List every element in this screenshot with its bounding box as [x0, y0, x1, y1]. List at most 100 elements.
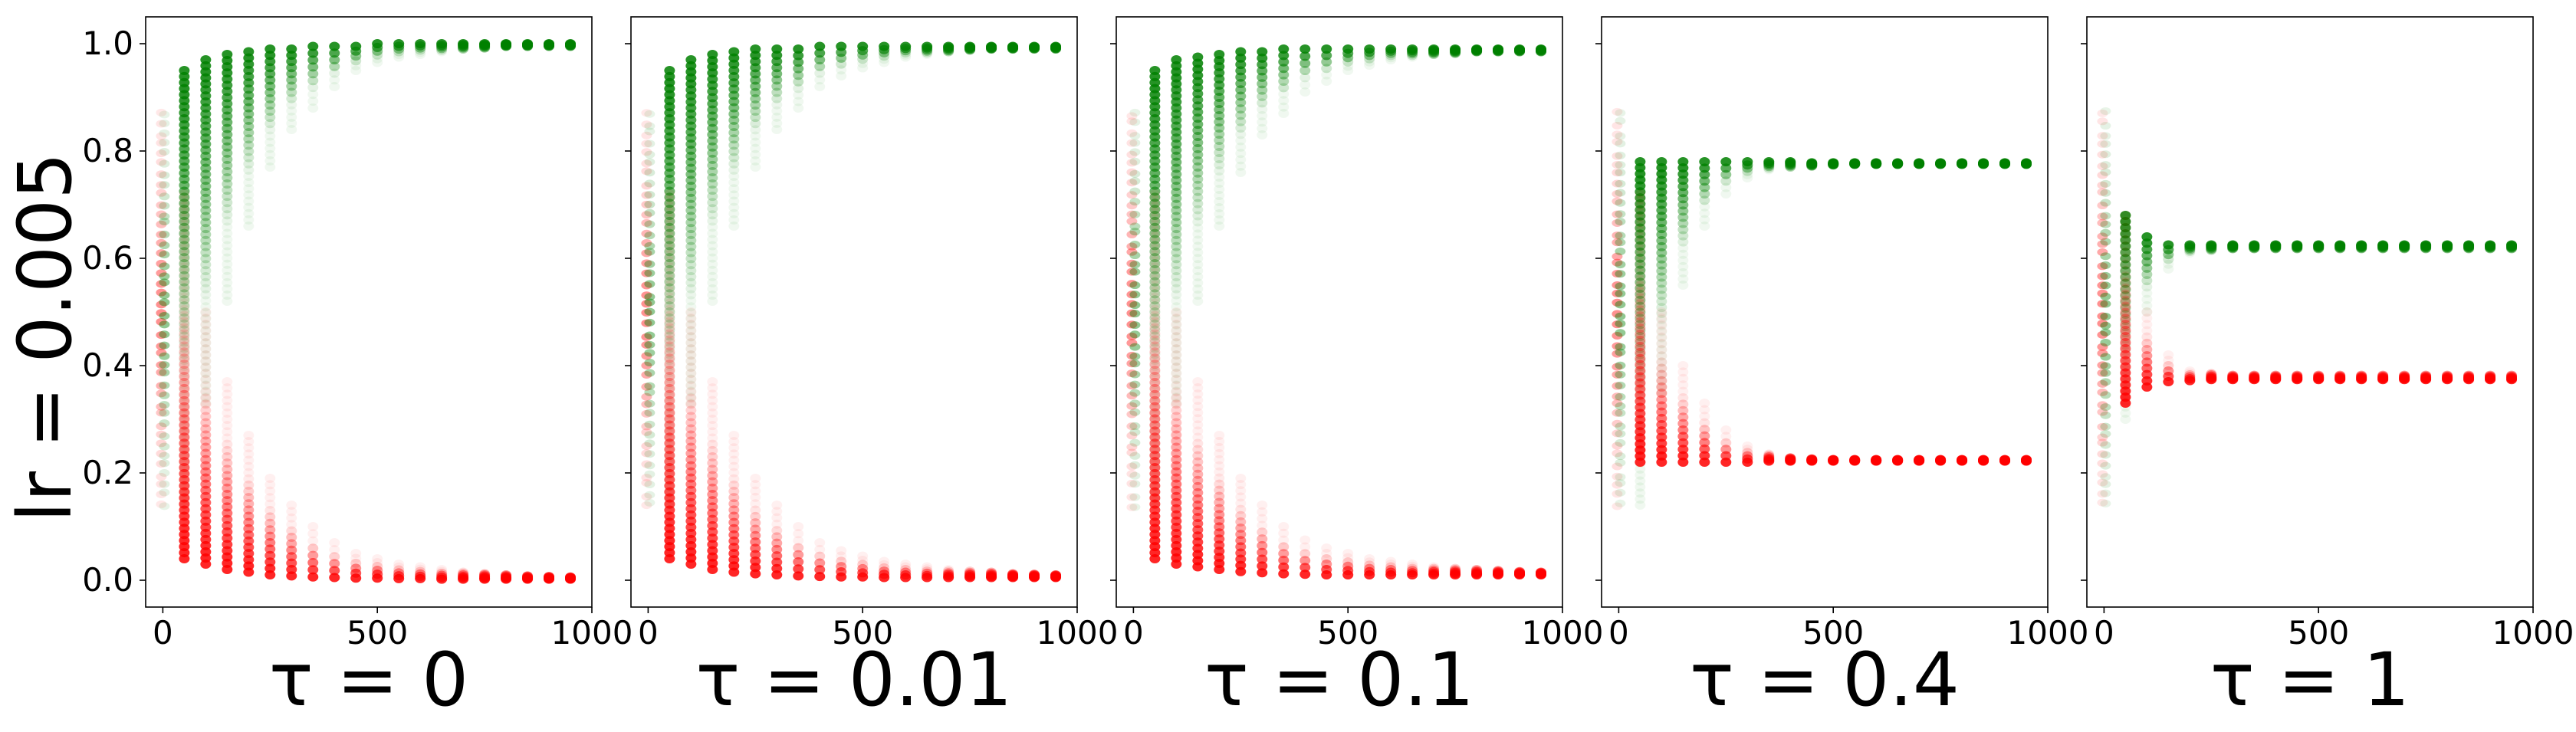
series-1-point	[200, 405, 212, 415]
series-0-point	[2141, 282, 2153, 292]
series-0-point	[1720, 163, 1732, 173]
series-1-point	[964, 567, 976, 577]
start-point	[1615, 473, 1626, 481]
series-0-point	[200, 368, 212, 378]
series-1-point	[200, 430, 212, 440]
series-1-point	[1407, 568, 1418, 578]
start-point	[1615, 231, 1626, 240]
series-0-point	[1677, 281, 1689, 290]
series-1-point	[728, 468, 740, 478]
series-0-point	[200, 344, 212, 354]
series-0-point	[179, 253, 190, 263]
series-0-point	[793, 90, 804, 100]
start-point	[156, 139, 167, 147]
start-point	[156, 480, 167, 488]
series-0-point	[1149, 259, 1161, 268]
series-0-point	[1677, 261, 1689, 271]
start-point	[1615, 402, 1626, 410]
series-1-point	[179, 335, 190, 345]
series-0-point	[685, 187, 697, 197]
series-0-point	[1192, 180, 1204, 190]
series-0-point	[771, 94, 783, 103]
series-1-point	[1364, 554, 1375, 563]
series-1-point	[2120, 277, 2131, 287]
series-1-point	[243, 449, 255, 459]
series-1-point	[1214, 479, 1225, 489]
start-point	[644, 248, 656, 256]
start-point	[2097, 232, 2108, 241]
series-1-point	[222, 408, 233, 418]
start-point	[2097, 450, 2108, 458]
series-1-point	[750, 550, 761, 560]
series-1-point	[222, 477, 233, 487]
series-1-point	[1407, 560, 1418, 569]
start-point	[641, 308, 652, 317]
series-0-point	[707, 198, 718, 208]
series-1-point	[836, 551, 847, 561]
series-1-point	[1407, 561, 1418, 571]
series-0-point	[1300, 73, 1311, 83]
series-0-point	[1656, 260, 1668, 270]
series-0-point	[685, 182, 697, 192]
series-1-point	[1300, 549, 1311, 559]
series-1-point	[179, 207, 190, 217]
series-0-point	[1214, 154, 1225, 163]
start-point	[2100, 378, 2111, 386]
start-point	[1126, 432, 1138, 440]
start-point	[644, 158, 656, 166]
series-1-point	[372, 554, 383, 563]
series-0-point	[1257, 117, 1268, 127]
series-1-point	[1192, 445, 1204, 455]
start-point	[2100, 238, 2111, 246]
series-0-point	[1300, 44, 1311, 54]
series-0-point	[1342, 66, 1354, 75]
series-0-point	[1742, 157, 1753, 166]
series-1-point	[2485, 370, 2496, 380]
series-1-point	[179, 408, 190, 418]
start-point	[1615, 289, 1626, 297]
x-tick-label: 0	[1608, 614, 1629, 652]
start-point	[1129, 461, 1141, 469]
start-point	[159, 298, 170, 307]
start-point	[644, 369, 656, 377]
series-0-point	[200, 284, 212, 294]
series-0-point	[1257, 130, 1268, 140]
series-0-point	[1635, 494, 1646, 504]
series-0-point	[685, 313, 697, 323]
series-0-point	[685, 193, 697, 203]
series-1-point	[2227, 370, 2239, 380]
start-point	[2100, 252, 2111, 261]
series-1-point	[264, 557, 276, 567]
series-0-point	[243, 47, 255, 57]
series-1-point	[728, 524, 740, 533]
series-1-point	[179, 201, 190, 211]
series-1-point	[2120, 247, 2131, 257]
series-1-point	[793, 522, 804, 531]
series-1-point	[350, 553, 362, 563]
series-0-point	[200, 235, 212, 245]
start-point	[2100, 328, 2111, 336]
series-1-point	[664, 353, 675, 363]
series-1-point	[200, 344, 212, 354]
series-1-point	[222, 396, 233, 405]
series-0-point	[1635, 470, 1646, 480]
series-0-point	[728, 140, 740, 150]
series-0-point	[879, 57, 890, 67]
series-1-point	[986, 567, 997, 577]
series-1-point	[922, 566, 933, 576]
series-1-point	[922, 568, 933, 578]
start-point	[2100, 411, 2111, 419]
series-0-point	[1635, 488, 1646, 498]
series-1-point	[1656, 363, 1668, 373]
series-0-point	[200, 271, 212, 281]
start-point	[2100, 338, 2111, 346]
series-0-point	[1257, 53, 1268, 63]
series-1-point	[329, 538, 340, 547]
series-1-point	[415, 564, 426, 574]
series-1-point	[1635, 317, 1646, 327]
series-1-point	[200, 455, 212, 464]
start-point	[156, 300, 167, 309]
series-1-point	[501, 570, 512, 579]
series-1-point	[1656, 357, 1668, 367]
series-1-point	[1007, 569, 1019, 579]
